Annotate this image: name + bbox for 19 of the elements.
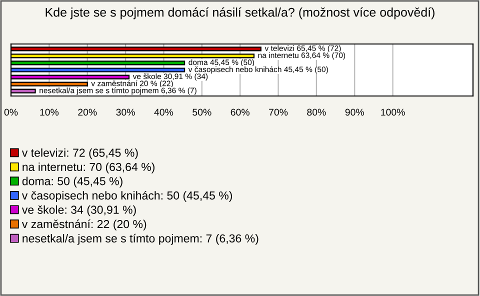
chart-title: Kde jste se s pojmem domácí násilí setkal/a? (možnost více odpovědí) <box>46 7 434 20</box>
legend-label: v televizi: 72 (65,45 %) <box>22 148 138 160</box>
legend-label: nesetkal/a jsem se s tímto pojmem: 7 (6,36 %) <box>22 234 258 245</box>
x-tick-label: 100% <box>381 108 405 116</box>
x-tick-label: 80% <box>307 108 326 116</box>
x-tick-label: 50% <box>192 108 212 116</box>
x-tick-label: 0% <box>4 108 18 116</box>
legend-label: v zaměstnání: 22 (20 %) <box>22 220 146 230</box>
x-tick-label: 40% <box>154 108 174 116</box>
x-tick-label: 70% <box>269 108 288 116</box>
x-tick-label: 90% <box>345 108 364 116</box>
legend-label: na internetu: 70 (63,64 %) <box>22 162 154 174</box>
legend-label: doma: 50 (45,45 %) <box>22 176 122 188</box>
x-tick-label: 10% <box>40 108 59 116</box>
legend-label: ve škole: 34 (30,91 %) <box>22 205 136 216</box>
legend-label: v časopisech nebo knihách: 50 (45,45 %) <box>22 190 232 202</box>
x-tick-label: 30% <box>116 108 135 116</box>
x-tick-label: 20% <box>78 108 97 116</box>
x-tick-label: 60% <box>230 108 250 116</box>
